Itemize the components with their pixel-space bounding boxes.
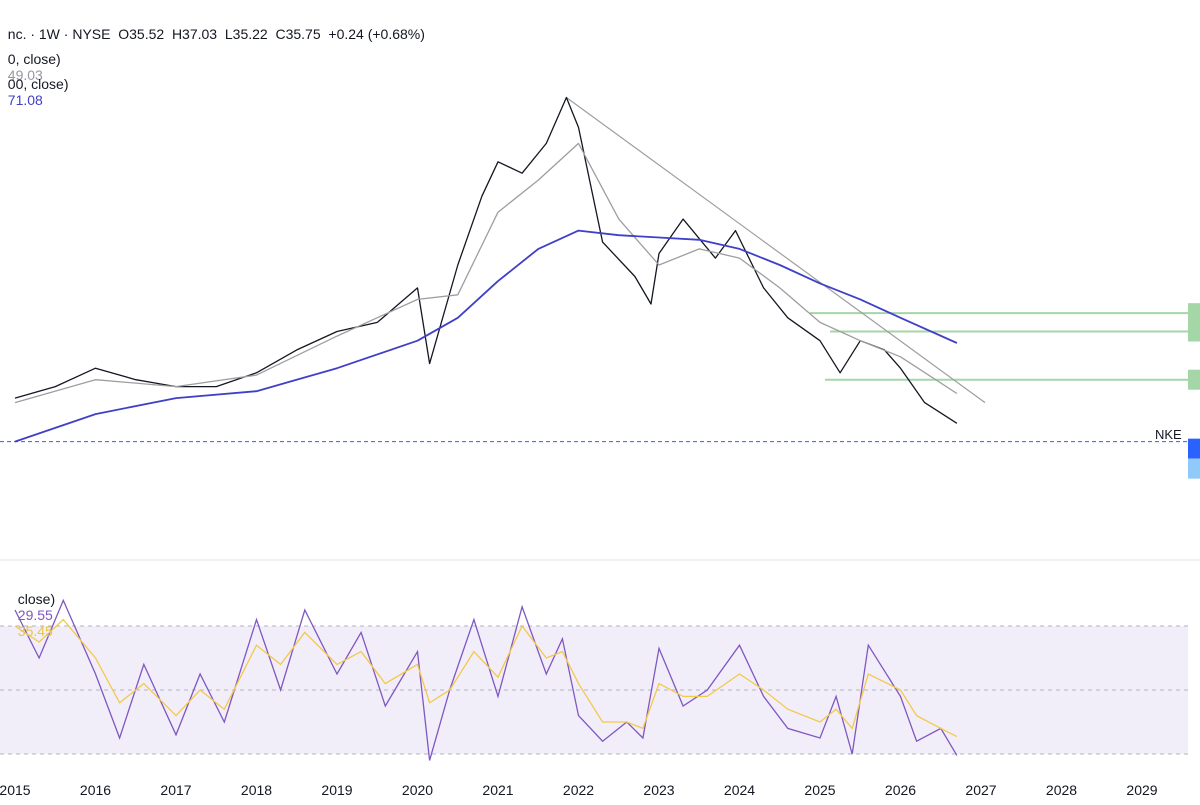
series-line-ma-short (14, 142, 958, 404)
rsi-signal-line (14, 618, 958, 738)
price-marker-secondary (1188, 458, 1200, 479)
support-marker-0 (1188, 303, 1200, 324)
rsi-label: close) (17, 591, 56, 607)
ma-short-label: 0, close) (7, 51, 61, 67)
rsi-line (14, 598, 958, 761)
trendline (566, 97, 986, 404)
x-tick-label-2027: 2027 (965, 782, 996, 798)
x-tick-label-2024: 2024 (724, 782, 755, 798)
symbol-legend: nc. · 1W · NYSE O35.52 H37.03 L35.22 C35… (0, 10, 425, 42)
x-tick-label-2015: 2015 (0, 782, 31, 798)
ma-short-value: 49.03 (7, 67, 43, 83)
rsi-signal-value: 35.45 (17, 623, 53, 639)
x-tick-label-2022: 2022 (563, 782, 594, 798)
price-marker (1188, 438, 1200, 459)
support-marker-2 (1188, 369, 1200, 390)
x-tick-label-2016: 2016 (80, 782, 111, 798)
x-tick-label-2028: 2028 (1046, 782, 1077, 798)
ma-long-label: 00, close) (7, 76, 69, 92)
x-tick-label-2017: 2017 (160, 782, 191, 798)
rsi-value: 29.55 (17, 607, 53, 623)
rsi-legend: close) 29.55 35.45 (10, 575, 55, 639)
x-tick-label-2029: 2029 (1126, 782, 1157, 798)
x-tick-label-2020: 2020 (402, 782, 433, 798)
x-tick-label-2023: 2023 (643, 782, 674, 798)
ma-short-legend: 0, close) 49.03 (0, 35, 61, 83)
x-tick-label-2025: 2025 (804, 782, 835, 798)
x-tick-label-2019: 2019 (321, 782, 352, 798)
x-tick-label-2021: 2021 (482, 782, 513, 798)
ma-long-value: 71.08 (7, 92, 43, 108)
symbol-line: nc. · 1W · NYSE O35.52 H37.03 L35.22 C35… (7, 26, 425, 42)
series-line-ma-long (14, 229, 958, 443)
support-marker-1 (1188, 321, 1200, 342)
x-tick-label-2026: 2026 (885, 782, 916, 798)
x-tick-label-2018: 2018 (241, 782, 272, 798)
series-line-price (14, 96, 958, 424)
ma-long-legend: 00, close) 71.08 (0, 60, 69, 108)
ticker-label: NKE (1155, 427, 1182, 442)
